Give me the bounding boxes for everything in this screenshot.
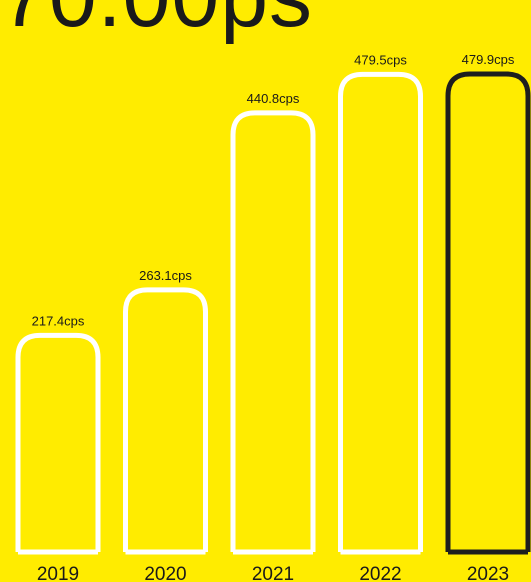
bar-value-label-2021: 440.8cps xyxy=(247,91,300,106)
x-tick-label-2020: 2020 xyxy=(144,564,186,582)
x-tick-label-2022: 2022 xyxy=(359,564,401,582)
bar-2019 xyxy=(15,332,101,552)
x-tick-label-2023: 2023 xyxy=(467,564,509,582)
bar-group-2019: 217.4cps 2019 xyxy=(15,313,101,582)
bar-value-label-2023: 479.9cps xyxy=(462,52,515,67)
bar-value-label-2019: 217.4cps xyxy=(32,313,85,328)
x-tick-label-2019: 2019 xyxy=(37,564,79,582)
bar-value-label-2022: 479.5cps xyxy=(354,52,407,67)
bar-2023 xyxy=(445,71,531,552)
x-tick-label-2021: 2021 xyxy=(252,564,294,582)
bar-value-label-2020: 263.1cps xyxy=(139,268,192,283)
bar-group-2023: 479.9cps 2023 xyxy=(445,52,531,582)
bar-group-2020: 263.1cps 2020 xyxy=(123,268,208,582)
bar-2020 xyxy=(123,287,208,552)
bar-2022 xyxy=(338,71,423,552)
big-value-heading: 70.00ps xyxy=(0,0,313,40)
bar-group-2021: 440.8cps 2021 xyxy=(230,91,316,582)
bar-group-2022: 479.5cps 2022 xyxy=(338,52,423,582)
bar-2021 xyxy=(230,110,316,552)
